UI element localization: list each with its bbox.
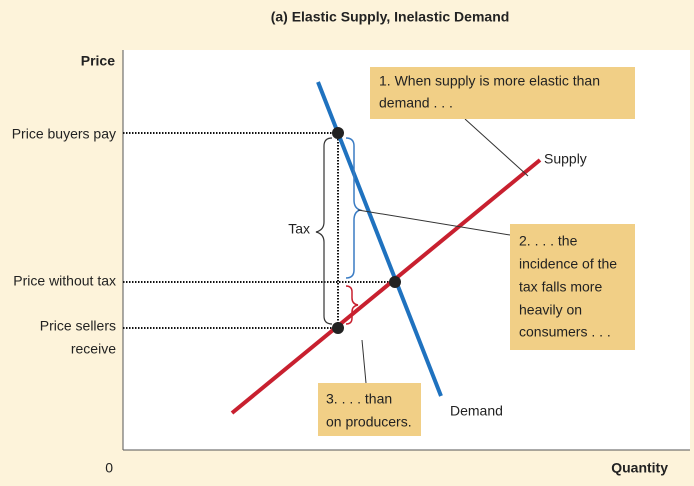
callout-text: 1. When supply is more elastic than [379, 73, 600, 89]
origin-label: 0 [105, 460, 113, 476]
supply-curve [230, 158, 542, 415]
price-label: Price buyers pay [12, 126, 116, 142]
x-axis-label: Quantity [611, 460, 668, 476]
tax-brace [315, 137, 333, 325]
leader-line [464, 118, 529, 177]
title: (a) Elastic Supply, Inelastic Demand [271, 9, 510, 25]
price-label: receive [71, 341, 116, 357]
producer-brace [345, 285, 359, 325]
supply-label: Supply [544, 151, 587, 167]
y-axis-label: Price [81, 53, 115, 69]
callout-text: consumers . . . [519, 324, 611, 340]
callout-box [510, 224, 635, 350]
tax-label: Tax [288, 221, 310, 237]
callout-text: 2. . . . the [519, 233, 578, 249]
point [332, 127, 344, 139]
point [332, 322, 344, 334]
callout-text: incidence of the [519, 256, 617, 272]
demand-label: Demand [450, 403, 503, 419]
point [389, 276, 401, 288]
callout-box [318, 383, 421, 436]
leader-line [361, 339, 367, 384]
callout-box [370, 67, 635, 119]
callout-text: heavily on [519, 302, 582, 318]
callout-text: tax falls more [519, 279, 602, 295]
callout-text: on producers. [326, 414, 412, 430]
leader-line [357, 209, 511, 236]
price-label: Price without tax [13, 273, 116, 289]
callout-text: demand . . . [379, 95, 453, 111]
price-label: Price sellers [40, 318, 116, 334]
callout-text: 3. . . . than [326, 391, 392, 407]
